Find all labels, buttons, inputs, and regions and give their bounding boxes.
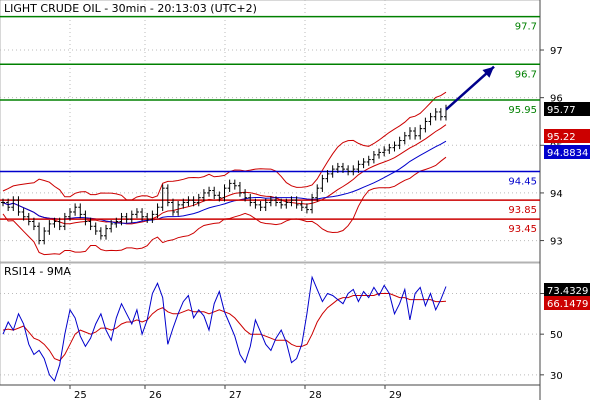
chart-title: LIGHT CRUDE OIL - 30min - 20:13:03 (UTC+… (4, 2, 257, 15)
y-tick-label: 94 (550, 189, 563, 200)
bollinger-upper-band (2, 91, 447, 201)
price-badge: 95.77 (547, 105, 576, 116)
rsi-title: RSI14 - 9MA (4, 265, 71, 278)
x-tick-label: 25 (74, 390, 87, 400)
price-badge-bg (544, 145, 590, 159)
level-label: 93.45 (508, 224, 537, 235)
trend-arrow-head (482, 66, 494, 78)
rsi-plot-area (0, 262, 541, 386)
y-tick-label: 97 (550, 46, 563, 57)
rsi-line (2, 275, 447, 382)
rsi-y-tick-label: 30 (550, 371, 563, 382)
rsi-badge-bg (544, 296, 590, 310)
y-tick-label: 93 (550, 237, 563, 248)
price-badge-bg (544, 129, 590, 143)
price-badge: 95.22 (547, 132, 576, 143)
x-tick-label: 26 (149, 390, 162, 400)
level-label: 94.45 (508, 176, 537, 187)
rsi-badge: 66.1479 (547, 299, 588, 310)
level-label: 96.7 (515, 69, 537, 80)
level-label: 95.95 (508, 105, 537, 116)
rsi-badge-bg (544, 283, 590, 297)
x-tick-label: 28 (309, 390, 322, 400)
y-tick-label: 96 (550, 94, 563, 105)
price-badge: 94.8834 (547, 148, 588, 159)
main-plot-area (0, 0, 541, 263)
level-label: 93.85 (508, 205, 537, 216)
price-badge-bg (544, 102, 590, 116)
rsi-badge: 73.4329 (547, 286, 588, 297)
rsi-y-tick-label: 50 (550, 330, 563, 341)
level-label: 97.7 (515, 22, 537, 33)
moving-average-line (2, 140, 447, 224)
x-tick-label: 27 (229, 390, 242, 400)
x-tick-label: 29 (389, 390, 402, 400)
